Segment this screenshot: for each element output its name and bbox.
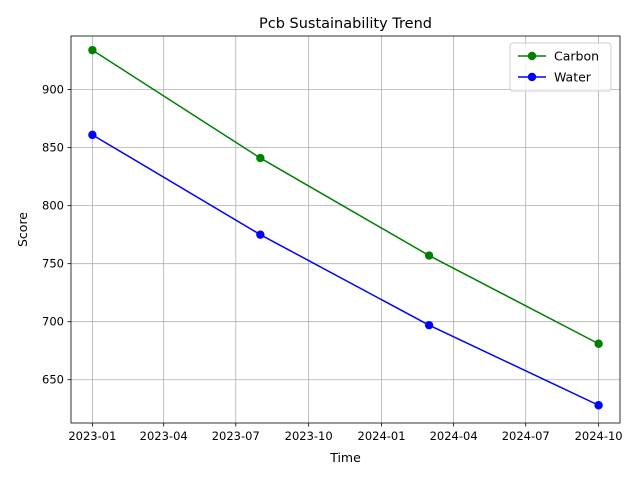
x-tick-label: 2024-04	[430, 429, 478, 443]
x-axis-title: Time	[329, 450, 361, 465]
x-tick-label: 2023-10	[285, 429, 333, 443]
data-point-carbon	[256, 153, 265, 163]
series-line-carbon	[91, 49, 599, 345]
data-point-water	[424, 320, 434, 330]
x-tick-label: 2024-10	[575, 429, 623, 443]
legend-item-water: Water	[518, 70, 592, 85]
data-point-carbon	[88, 45, 97, 55]
y-tick-label: 800	[42, 199, 64, 213]
x-tick-label: 2024-07	[502, 429, 550, 443]
legend-label: Carbon	[554, 49, 599, 64]
series-layer	[88, 45, 603, 410]
plot-frame	[70, 35, 621, 424]
series-line-water	[92, 134, 599, 406]
y-tick-label: 850	[42, 141, 64, 155]
legend-item-carbon: Carbon	[518, 49, 599, 64]
plot-area	[71, 36, 620, 423]
y-tick-label: 750	[42, 257, 64, 271]
data-point-water	[88, 130, 97, 140]
x-axis: 2023-01 2023-04 2023-07 2023-10 2024-01 2024-…	[68, 423, 623, 443]
legend-label: Water	[554, 70, 592, 85]
series-water	[88, 130, 603, 410]
data-point-water	[594, 401, 603, 410]
y-axis: 650 700 750 800 850 900	[42, 83, 71, 387]
y-tick-label: 700	[42, 315, 64, 329]
y-tick-label: 650	[42, 373, 64, 387]
chart-title: Pcb Sustainability Trend	[259, 16, 432, 32]
legend-marker	[527, 51, 537, 61]
y-axis-title: Score	[15, 212, 30, 247]
grid	[71, 36, 620, 423]
x-tick-label: 2023-07	[212, 429, 260, 443]
data-point-carbon	[424, 251, 434, 260]
series-carbon	[88, 45, 603, 348]
data-point-carbon	[594, 339, 603, 348]
legend: Carbon Water	[509, 42, 612, 92]
x-tick-label: 2024-01	[358, 429, 406, 443]
x-tick-label: 2023-01	[68, 429, 116, 443]
data-point-water	[256, 230, 265, 239]
x-tick-label: 2023-04	[140, 429, 188, 443]
y-tick-label: 900	[42, 83, 64, 97]
legend-marker	[527, 72, 537, 82]
